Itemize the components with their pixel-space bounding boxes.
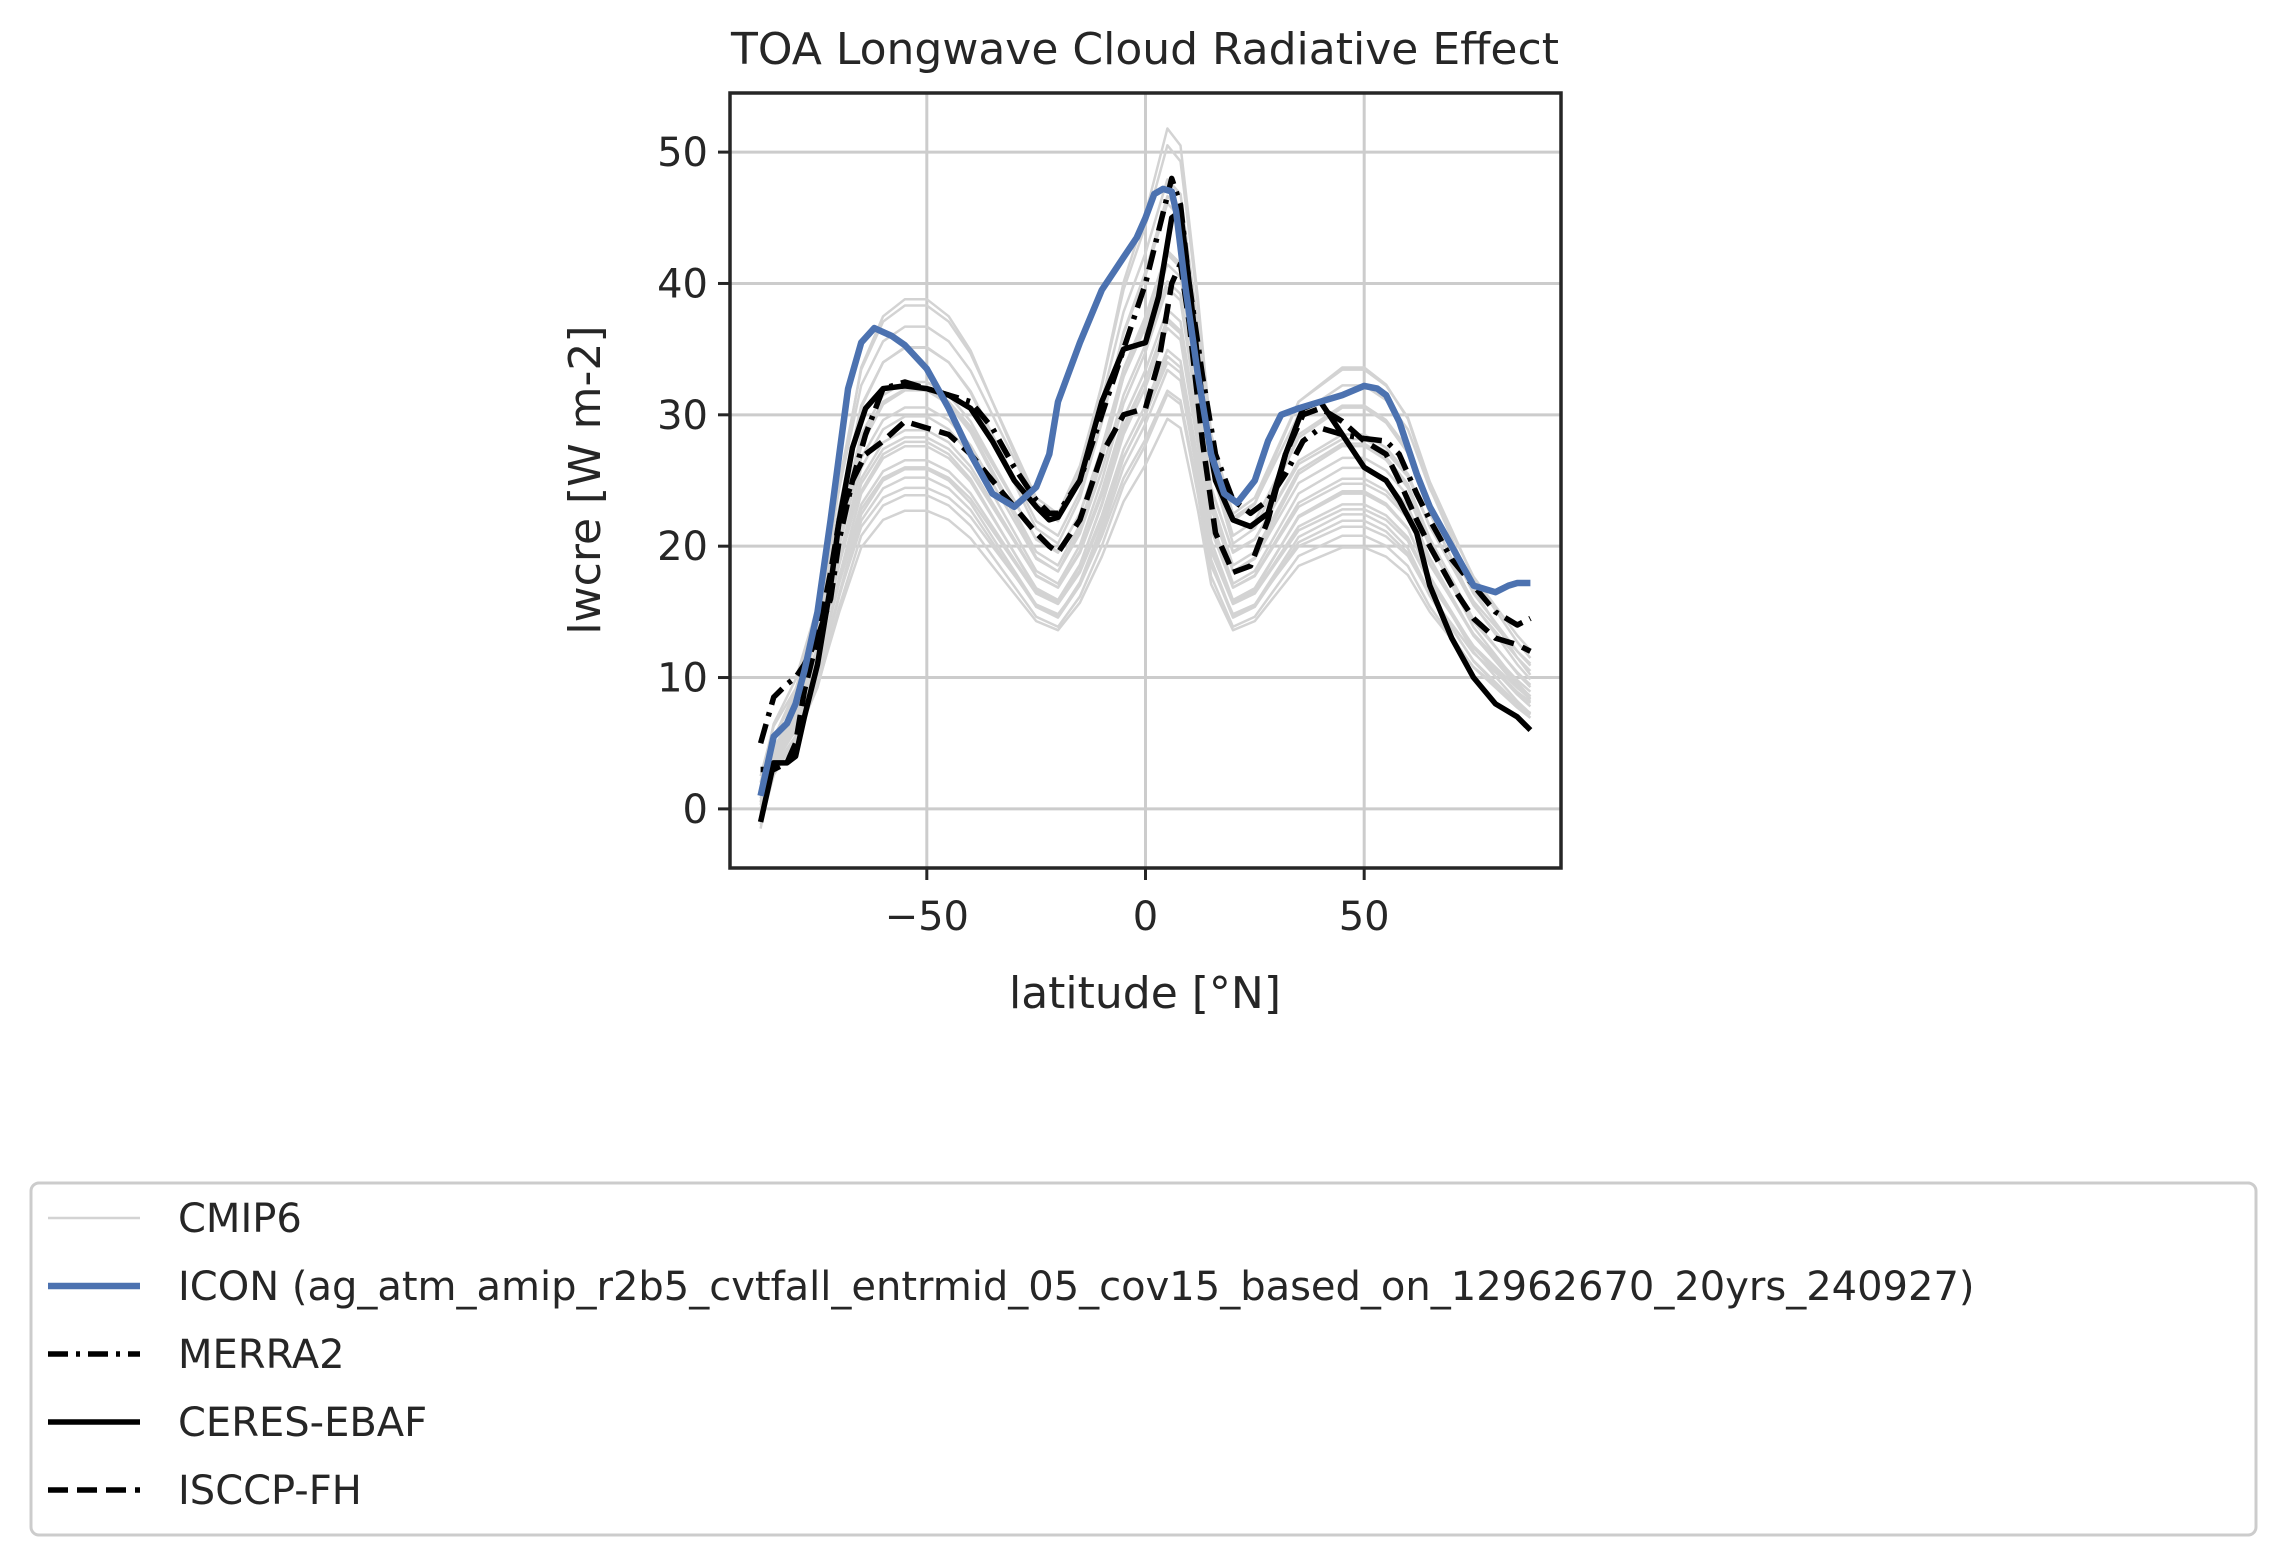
chart-title: TOA Longwave Cloud Radiative Effect (730, 24, 1559, 75)
x-tick-label: 50 (1339, 894, 1390, 940)
x-tick-label: −50 (885, 894, 969, 940)
cmip6-member-line (759, 361, 1532, 794)
y-axis-label: lwcre [W m-2] (560, 325, 611, 634)
legend-label: CERES-EBAF (178, 1400, 427, 1446)
series-line-ceres-ebaf (757, 208, 1533, 823)
cmip6-member-line (759, 417, 1532, 797)
cmip6-member-line (759, 354, 1532, 820)
legend-box (29, 1181, 2258, 1537)
series-line-icon (757, 185, 1531, 797)
y-tick-label: 50 (657, 130, 708, 176)
axis-ticks: −50 0 50 0 10 20 30 40 50 (657, 130, 1390, 940)
legend-label: CMIP6 (178, 1196, 302, 1242)
series-line-isccp-fh (760, 261, 1532, 773)
legend: CMIP6 ICON (ag_atm_amip_r2b5_cvtfall_entr… (29, 1181, 2258, 1537)
y-tick-label: 20 (657, 524, 708, 570)
cmip6-member-line (759, 326, 1532, 814)
cmip6-member-line (759, 144, 1532, 803)
y-tick-label: 0 (683, 787, 708, 833)
cmip6-member-line (759, 368, 1532, 812)
y-tick-label: 40 (657, 261, 708, 307)
series-lines (757, 175, 1533, 823)
series-line-merra2 (757, 175, 1532, 744)
cmip6-member-line (759, 392, 1532, 810)
cmip6-member-line (759, 389, 1532, 790)
legend-label: ISCCP-FH (178, 1468, 362, 1514)
cmip6-member-line (759, 286, 1532, 816)
x-tick-label: 0 (1133, 894, 1158, 940)
legend-label: ICON (ag_atm_amip_r2b5_cvtfall_entrmid_0… (178, 1264, 1975, 1310)
x-axis-label: latitude [°N] (1009, 968, 1281, 1019)
y-tick-label: 10 (657, 656, 708, 702)
y-tick-label: 30 (657, 393, 708, 439)
legend-label: MERRA2 (178, 1332, 345, 1378)
cmip6-member-line (759, 178, 1532, 783)
